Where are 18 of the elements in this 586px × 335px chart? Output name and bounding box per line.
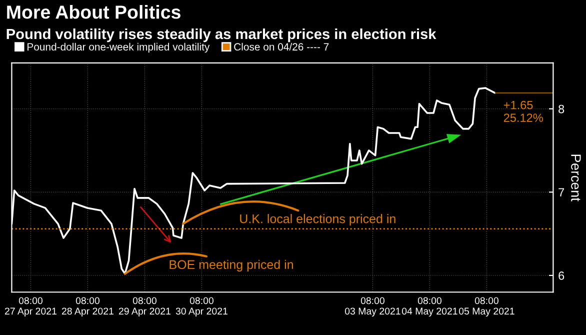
x-tick-label: 08:00 03 May 2021 xyxy=(344,297,400,317)
x-tick-label: 08:00 30 Apr 2021 xyxy=(176,297,228,317)
x-tick-label: 08:00 29 Apr 2021 xyxy=(118,297,170,317)
chart-title: More About Politics xyxy=(7,5,180,19)
legend-label: Close on 04/26 ---- 7 xyxy=(234,42,329,51)
y-tick-label: 8 xyxy=(558,104,564,114)
y-tick-label: 6 xyxy=(558,271,564,280)
annotation: +1.65 25.12% xyxy=(504,100,543,122)
legend-label: Pound-dollar one-week implied volatility xyxy=(28,42,210,53)
annotation: BOE meeting priced in xyxy=(170,260,293,272)
x-tick-label: 08:00 05 May 2021 xyxy=(458,297,514,317)
annotation: U.K. local elections priced in xyxy=(240,214,396,226)
x-tick-label: 08:00 28 Apr 2021 xyxy=(62,297,114,317)
chart-subtitle: Pound volatility rises steadily as market prices in election risk xyxy=(6,28,436,42)
x-tick-label: 08:00 04 May 2021 xyxy=(402,297,458,317)
y-tick-label: 7 xyxy=(558,188,564,196)
y-axis-title: Percent xyxy=(571,154,581,202)
x-tick-label: 08:00 27 Apr 2021 xyxy=(4,297,56,317)
